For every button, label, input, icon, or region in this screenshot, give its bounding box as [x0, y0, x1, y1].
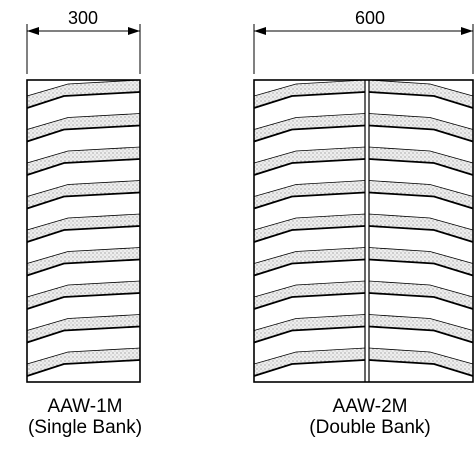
double-bank-right-blade-edge [368, 292, 474, 310]
double-bank-left-blade-edge [253, 258, 366, 277]
double-bank-right-blade-edge [368, 258, 474, 277]
single-bank-unit: 300 [26, 8, 141, 383]
single-bank-frame [26, 79, 141, 383]
double-bank-left-blade [253, 79, 366, 109]
single-bank-blade-edge [26, 124, 141, 143]
double-bank-left-blade-edge [253, 325, 366, 344]
double-bank-right-blade-edge [368, 158, 474, 176]
single-bank-caption: AAW-1M (Single Bank) [0, 396, 170, 438]
double-bank-right-blade-edge [368, 359, 474, 377]
single-bank-blade [26, 247, 141, 277]
single-bank-blade [26, 213, 141, 243]
single-bank-blade-edge [26, 325, 141, 344]
double-bank-left-blade-edge [253, 359, 366, 377]
double-bank-left-blade-edge [253, 292, 366, 310]
single-bank-blade [26, 146, 141, 176]
double-bank-left-blade [253, 247, 366, 277]
single-bank-blade-edge [26, 258, 141, 277]
single-bank-blade [26, 180, 141, 210]
double-bank-dimension-label: 600 [355, 8, 385, 28]
single-bank-type: (Single Bank) [27, 417, 143, 438]
double-bank-left-blade-edge [253, 124, 366, 143]
single-bank-blade [26, 347, 141, 377]
double-bank-left-blade [253, 180, 366, 210]
double-bank-right-blade-edge [368, 191, 474, 210]
double-bank-caption: AAW-2M (Double Bank) [270, 396, 470, 438]
double-bank-left-blade [253, 314, 366, 344]
single-bank-blade-edge [26, 158, 141, 176]
single-bank-blade-edge [26, 225, 141, 243]
single-bank-blade-edge [26, 292, 141, 310]
single-bank-blades [26, 79, 141, 377]
single-bank-dimension-label: 300 [68, 8, 98, 28]
double-bank-left-blade [253, 146, 366, 176]
single-bank-blade [26, 280, 141, 310]
single-bank-blade [26, 113, 141, 143]
double-bank-left-blade-edge [253, 91, 366, 109]
double-bank-left-blade [253, 113, 366, 143]
single-bank-blade-edge [26, 91, 141, 109]
double-bank-left-blade [253, 347, 366, 377]
double-bank-left-blade-edge [253, 191, 366, 210]
double-bank-left-blade-edge [253, 158, 366, 176]
double-bank-model: AAW-2M [332, 396, 408, 417]
double-bank-left-blade [253, 213, 366, 243]
double-bank-frame [253, 79, 474, 383]
double-bank-left-blade [253, 280, 366, 310]
single-bank-blade-edge [26, 359, 141, 377]
double-bank-blades [253, 79, 474, 377]
double-bank-type: (Double Bank) [309, 417, 431, 438]
double-bank-right-blade-edge [368, 225, 474, 243]
double-bank-left-blade-edge [253, 225, 366, 243]
single-bank-blade-edge [26, 191, 141, 210]
single-bank-blade [26, 79, 141, 109]
single-bank-model: AAW-1M [47, 396, 123, 417]
double-bank-unit: 600 [253, 8, 474, 383]
double-bank-right-blade-edge [368, 91, 474, 109]
double-bank-right-blade-edge [368, 124, 474, 143]
double-bank-right-blade-edge [368, 325, 474, 344]
single-bank-blade [26, 314, 141, 344]
